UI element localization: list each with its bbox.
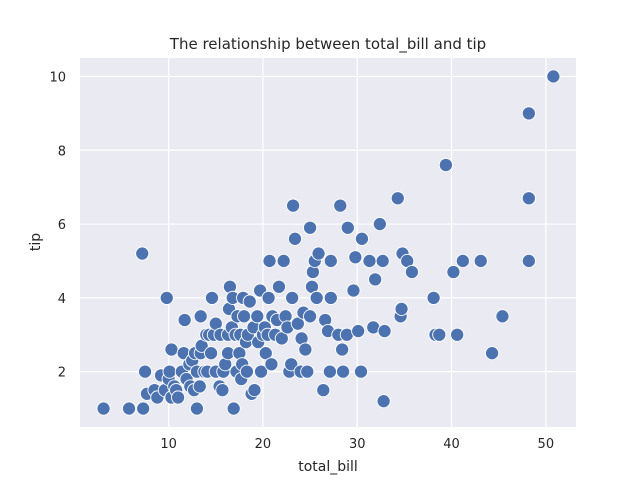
data-point <box>287 231 303 246</box>
data-point <box>285 290 300 305</box>
data-point <box>316 383 331 398</box>
data-point <box>485 346 500 361</box>
data-point <box>135 246 150 261</box>
data-point <box>159 290 174 305</box>
data-point <box>300 364 315 379</box>
data-point <box>136 401 151 416</box>
data-point <box>261 290 276 305</box>
chart-title: The relationship between total_bill and … <box>169 35 486 54</box>
data-point <box>298 342 313 357</box>
data-point <box>162 364 177 379</box>
data-point <box>290 316 305 331</box>
data-point <box>390 191 405 206</box>
data-points <box>96 69 561 416</box>
y-tick-label: 2 <box>58 366 66 381</box>
data-point <box>473 253 488 269</box>
data-point <box>271 279 287 294</box>
x-tick-label: 10 <box>160 437 177 452</box>
data-point <box>333 198 348 213</box>
data-point <box>521 106 536 121</box>
x-tick-label: 20 <box>255 437 272 452</box>
y-tick-labels: 2 4 6 8 10 <box>49 70 66 380</box>
data-point <box>121 401 137 416</box>
data-point <box>335 342 350 357</box>
x-tick-label: 50 <box>538 437 555 452</box>
data-point <box>189 401 204 416</box>
data-point <box>377 324 392 339</box>
data-point <box>193 309 208 324</box>
data-point <box>276 253 291 269</box>
data-point <box>322 364 337 379</box>
data-point <box>247 383 262 398</box>
data-point <box>546 69 561 84</box>
data-point <box>348 250 363 265</box>
x-tick-labels: 10 20 30 40 50 <box>160 437 554 452</box>
data-point <box>96 401 111 416</box>
data-point <box>426 290 441 305</box>
y-tick-label: 4 <box>58 292 66 307</box>
data-point <box>171 390 186 405</box>
data-point <box>309 290 324 305</box>
data-point <box>495 309 510 324</box>
y-axis-label: tip <box>28 233 44 251</box>
data-point <box>351 324 366 339</box>
data-point <box>215 383 230 398</box>
data-point <box>303 309 318 324</box>
data-point <box>274 331 289 346</box>
data-point <box>311 246 326 261</box>
data-point <box>353 364 369 379</box>
y-tick-label: 10 <box>49 70 66 85</box>
data-point <box>138 364 153 379</box>
data-point <box>204 290 220 305</box>
y-tick-label: 6 <box>58 218 66 233</box>
data-point <box>164 342 179 357</box>
data-point <box>226 401 241 416</box>
data-point <box>177 312 192 328</box>
data-point <box>192 379 207 394</box>
x-tick-label: 40 <box>443 437 460 452</box>
data-point <box>253 364 269 379</box>
y-tick-label: 8 <box>58 144 66 159</box>
data-point <box>362 253 377 269</box>
data-point <box>264 357 279 372</box>
x-axis-label: total_bill <box>298 459 358 475</box>
data-point <box>284 357 299 372</box>
data-point <box>250 309 265 324</box>
data-point <box>323 290 338 305</box>
data-point <box>455 253 470 269</box>
data-point <box>204 346 219 361</box>
data-point <box>336 364 351 379</box>
data-point <box>239 364 254 379</box>
data-point <box>376 394 391 409</box>
data-point <box>372 216 387 232</box>
data-point <box>521 253 536 269</box>
data-point <box>258 346 273 361</box>
data-point <box>323 253 338 269</box>
data-point <box>368 272 383 287</box>
data-point <box>237 309 252 324</box>
data-point <box>404 264 419 280</box>
data-point <box>521 191 536 206</box>
data-point <box>340 220 355 235</box>
data-point <box>303 220 318 235</box>
data-point <box>242 294 257 309</box>
x-tick-label: 30 <box>349 437 366 452</box>
data-point <box>262 253 277 269</box>
data-point <box>394 301 409 316</box>
data-point <box>354 231 369 246</box>
data-point <box>450 327 465 342</box>
data-point <box>446 264 461 280</box>
data-point <box>286 198 301 213</box>
data-point <box>375 253 390 269</box>
data-point <box>438 157 453 173</box>
data-point <box>346 283 361 298</box>
data-point <box>432 327 447 342</box>
